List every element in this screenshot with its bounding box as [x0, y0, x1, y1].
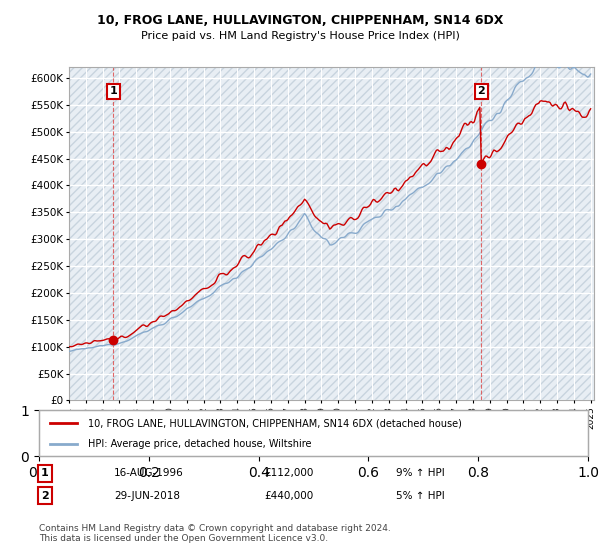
Text: £112,000: £112,000 [264, 468, 313, 478]
Text: 5% ↑ HPI: 5% ↑ HPI [396, 491, 445, 501]
Text: 1: 1 [109, 86, 117, 96]
Text: £440,000: £440,000 [264, 491, 313, 501]
Text: 2: 2 [41, 491, 49, 501]
Text: HPI: Average price, detached house, Wiltshire: HPI: Average price, detached house, Wilt… [88, 439, 312, 449]
Text: 2: 2 [478, 86, 485, 96]
Text: 10, FROG LANE, HULLAVINGTON, CHIPPENHAM, SN14 6DX: 10, FROG LANE, HULLAVINGTON, CHIPPENHAM,… [97, 14, 503, 27]
Text: 9% ↑ HPI: 9% ↑ HPI [396, 468, 445, 478]
Text: 1: 1 [41, 468, 49, 478]
Text: 29-JUN-2018: 29-JUN-2018 [114, 491, 180, 501]
Text: Price paid vs. HM Land Registry's House Price Index (HPI): Price paid vs. HM Land Registry's House … [140, 31, 460, 41]
Text: 10, FROG LANE, HULLAVINGTON, CHIPPENHAM, SN14 6DX (detached house): 10, FROG LANE, HULLAVINGTON, CHIPPENHAM,… [88, 418, 462, 428]
Text: 16-AUG-1996: 16-AUG-1996 [114, 468, 184, 478]
Text: Contains HM Land Registry data © Crown copyright and database right 2024.
This d: Contains HM Land Registry data © Crown c… [39, 524, 391, 543]
